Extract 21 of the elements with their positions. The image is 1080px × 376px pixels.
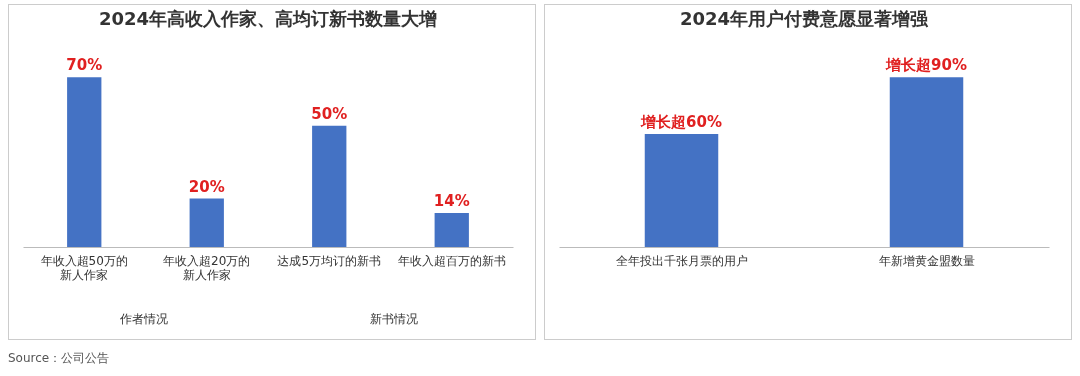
bar bbox=[312, 125, 347, 247]
x-tick-label: 全年投出千张月票的用户 bbox=[615, 253, 748, 268]
data-label: 14% bbox=[433, 192, 470, 211]
data-label: 70% bbox=[66, 56, 103, 75]
data-label: 增长超60% bbox=[640, 112, 722, 131]
data-label: 50% bbox=[311, 104, 348, 123]
data-label: 20% bbox=[188, 177, 225, 196]
bar bbox=[67, 77, 102, 247]
source-note: Source：公司公告 bbox=[7, 350, 111, 367]
x-tick-label: 达成5万均订的新书 bbox=[277, 253, 382, 268]
text: 新书情况 bbox=[369, 311, 419, 328]
chart-title: 2024年高收入作家、高均订新书数量大增 bbox=[98, 8, 438, 29]
x-tick-label: 年收入超50万的新人作家 bbox=[40, 253, 128, 282]
x-tick-label: 年新增黄金盟数量 bbox=[878, 253, 975, 268]
x-tick-label: 年收入超20万的新人作家 bbox=[163, 253, 251, 282]
chart-title: 2024年用户付费意愿显著增强 bbox=[679, 8, 930, 29]
text: 作者情况 bbox=[119, 311, 169, 328]
bar bbox=[434, 213, 469, 247]
data-label: 增长超90% bbox=[885, 56, 967, 75]
x-tick-label: 年收入超百万的新书 bbox=[397, 253, 506, 268]
bar bbox=[189, 198, 224, 247]
